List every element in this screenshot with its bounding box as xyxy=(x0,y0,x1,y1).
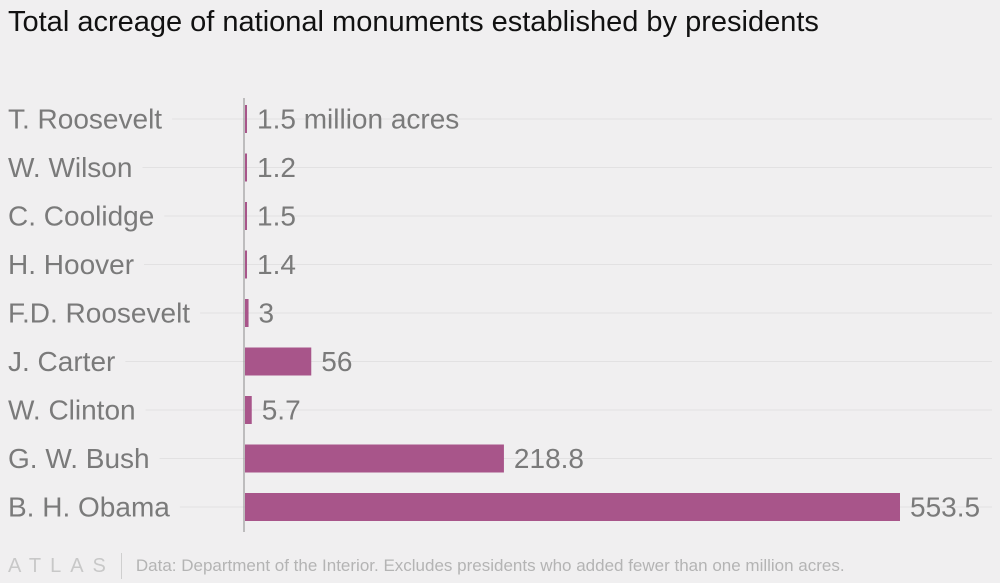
category-label: T. Roosevelt xyxy=(8,104,162,135)
bar xyxy=(245,250,247,279)
footer-divider xyxy=(120,553,122,579)
category-label: W. Wilson xyxy=(8,152,132,183)
bar xyxy=(245,444,504,473)
bar xyxy=(245,153,247,182)
value-label: 5.7 xyxy=(262,395,301,426)
label-layer: T. Roosevelt 1.5 million acres W. Wilson 1.… xyxy=(8,104,980,523)
category-label: F.D. Roosevelt xyxy=(8,298,190,329)
footer: ATLAS Data: Department of the Interior. … xyxy=(8,553,845,579)
value-label: 56 xyxy=(321,346,352,377)
atlas-logo: ATLAS xyxy=(8,554,115,577)
category-label: G. W. Bush xyxy=(8,443,150,474)
bar xyxy=(245,105,247,133)
bar xyxy=(245,493,900,521)
category-label: C. Coolidge xyxy=(8,201,154,232)
category-label: J. Carter xyxy=(8,346,115,377)
bar xyxy=(245,396,252,424)
bar xyxy=(245,299,249,327)
value-label: 1.5 million acres xyxy=(257,104,459,135)
category-label: B. H. Obama xyxy=(8,492,170,523)
value-label: 218.8 xyxy=(514,443,584,474)
value-label: 1.4 xyxy=(257,249,296,280)
category-label: H. Hoover xyxy=(8,249,134,280)
value-label: 553.5 xyxy=(910,492,980,523)
source-note: Data: Department of the Interior. Exclud… xyxy=(135,556,845,575)
chart-title: Total acreage of national monuments esta… xyxy=(8,6,819,38)
value-label: 1.5 xyxy=(257,201,296,232)
bar xyxy=(245,347,312,376)
bar xyxy=(245,202,247,230)
value-label: 3 xyxy=(259,298,275,329)
bar-layer xyxy=(245,105,900,521)
value-label: 1.2 xyxy=(257,152,296,183)
category-label: W. Clinton xyxy=(8,395,136,426)
